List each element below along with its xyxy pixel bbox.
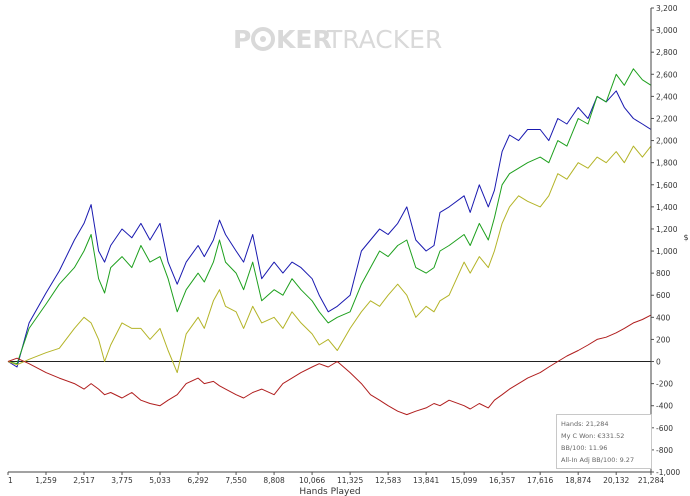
y-tick-label: 3,200: [656, 4, 678, 13]
x-tick-label: 6,292: [187, 476, 209, 485]
x-tick-label: 18,874: [565, 476, 591, 485]
y-tick-label: -800: [656, 446, 673, 455]
y-tick-label: -600: [656, 424, 673, 433]
stat-won: My C Won: €331.52: [561, 432, 625, 440]
watermark-brand-ker: KER: [276, 25, 332, 54]
y-tick-label: 1,400: [656, 203, 678, 212]
x-tick-label: 1: [8, 476, 13, 485]
y-tick-label: 0: [656, 358, 661, 367]
stat-hands: Hands: 21,284: [561, 420, 609, 428]
stat-bb100: BB/100: 11.96: [561, 444, 608, 452]
y-tick-label: 2,600: [656, 70, 678, 79]
y-tick-label: -200: [656, 380, 673, 389]
x-tick-label: 10,066: [299, 476, 325, 485]
y-tick-label: 2,200: [656, 114, 678, 123]
y-tick-label: 2,400: [656, 92, 678, 101]
x-axis-label: Hands Played: [299, 487, 360, 496]
y-tick-label: -400: [656, 402, 673, 411]
y-axis-label: $: [683, 233, 688, 242]
x-tick-label: 8,808: [263, 476, 285, 485]
x-tick-label: 17,616: [527, 476, 553, 485]
series-line: [7, 68, 652, 365]
series-line: [7, 145, 652, 374]
x-tick-label: 21,284: [638, 476, 664, 485]
x-tick-label: 12,583: [375, 476, 401, 485]
x-tick-label: 5,033: [149, 476, 171, 485]
x-tick-label: 13,841: [413, 476, 439, 485]
x-tick-label: 11,325: [337, 476, 363, 485]
x-tick-label: 20,132: [603, 476, 629, 485]
pokertracker-watermark: P KER TRACKER: [233, 25, 442, 54]
axes: [8, 8, 652, 473]
series-line: [7, 314, 652, 416]
stats-box: Hands: 21,284 My C Won: €331.52 BB/100: …: [556, 414, 652, 469]
series-lines: [7, 68, 652, 416]
x-tick-label: 3,775: [111, 476, 133, 485]
series-line: [7, 90, 652, 368]
x-tick-label: 2,517: [73, 476, 95, 485]
x-tick-label: 7,550: [225, 476, 247, 485]
y-tick-label: 1,600: [656, 181, 678, 190]
y-tick-label: 800: [656, 269, 671, 278]
y-tick-label: 2,000: [656, 137, 678, 146]
watermark-brand-tracker: TRACKER: [326, 25, 442, 54]
poker-chip-icon: [251, 27, 275, 51]
y-tick-label: 1,000: [656, 247, 678, 256]
x-tick-label: 1,259: [35, 476, 57, 485]
x-axis-ticks: 1 1,259 2,517 3,775 5,033 6,292 7,550 8,808 10,0…: [7, 472, 664, 485]
x-tick-label: 15,099: [451, 476, 477, 485]
y-tick-label: 3,000: [656, 26, 678, 35]
x-tick-label: 16,357: [489, 476, 515, 485]
y-axis-ticks: -1,000 -800 -600 -400 -200 0 200 400 600 800 1,000…: [651, 4, 680, 477]
y-tick-label: -1,000: [656, 468, 680, 477]
y-tick-label: 200: [656, 335, 671, 344]
y-tick-label: 2,800: [656, 48, 678, 57]
y-tick-label: 1,200: [656, 225, 678, 234]
watermark-brand-po: P: [233, 25, 251, 54]
y-tick-label: 400: [656, 313, 671, 322]
y-tick-label: 600: [656, 291, 671, 300]
stat-allin-bb100: All-In Adj BB/100: 9.27: [561, 456, 635, 464]
y-tick-label: 1,800: [656, 159, 678, 168]
